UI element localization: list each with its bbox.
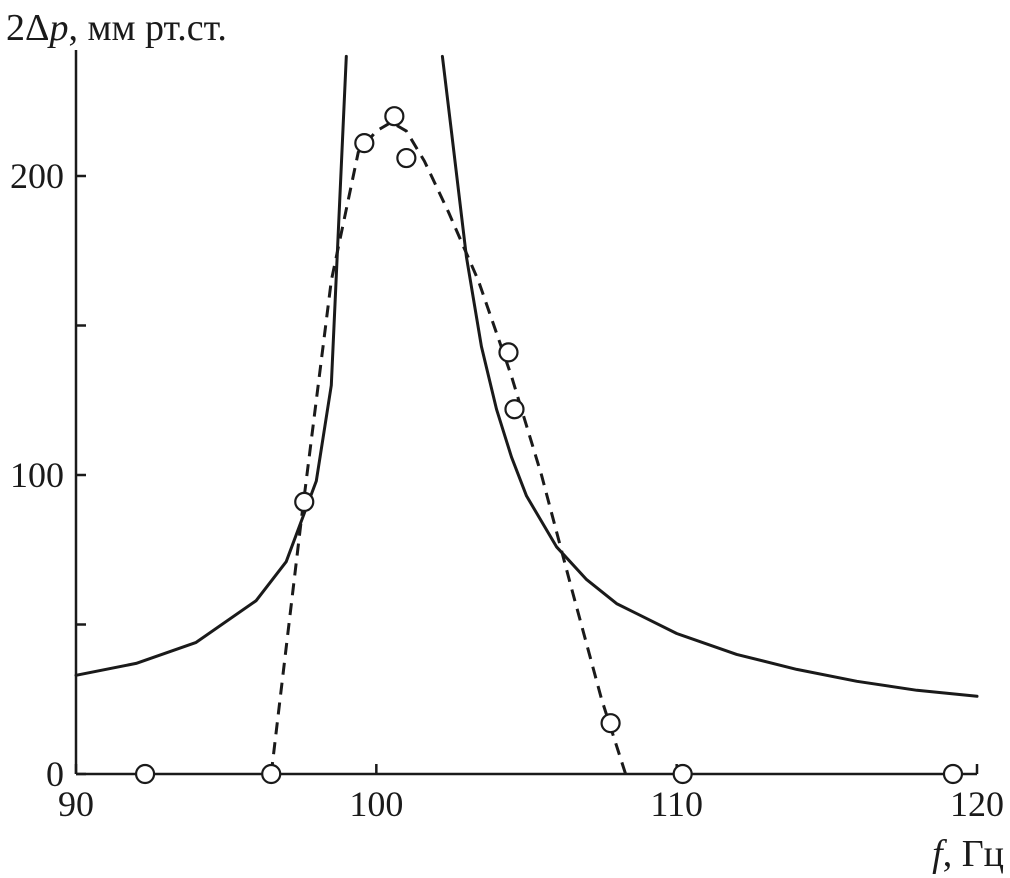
data-point (294, 491, 315, 513)
dashed-fit-line (269, 120, 628, 775)
data-point (504, 399, 525, 420)
x-tick-label: 110 (650, 784, 703, 824)
data-point (498, 342, 519, 363)
curves (74, 54, 979, 775)
axes (74, 50, 979, 776)
solid-resonance-line (74, 54, 979, 698)
data-markers (134, 106, 964, 785)
data-point (354, 133, 375, 154)
data-point (261, 763, 282, 785)
tick-labels: 90 100 110 120 0 100 200 (10, 156, 1004, 824)
x-tick-label: 100 (349, 784, 403, 824)
data-point (134, 763, 156, 785)
y-tick-label: 0 (46, 754, 64, 794)
data-point (672, 763, 693, 785)
x-axis-title: f, Гц (932, 833, 1004, 875)
data-point (600, 713, 621, 734)
x-tick-label: 120 (950, 784, 1004, 824)
y-tick-label: 200 (10, 156, 64, 196)
data-point (942, 763, 964, 785)
data-point (396, 147, 417, 169)
x-tick-label: 90 (58, 784, 94, 824)
y-tick-label: 100 (10, 455, 64, 495)
y-axis-title: 2Δp, мм рт.ст. (6, 7, 227, 49)
data-point (384, 106, 405, 127)
